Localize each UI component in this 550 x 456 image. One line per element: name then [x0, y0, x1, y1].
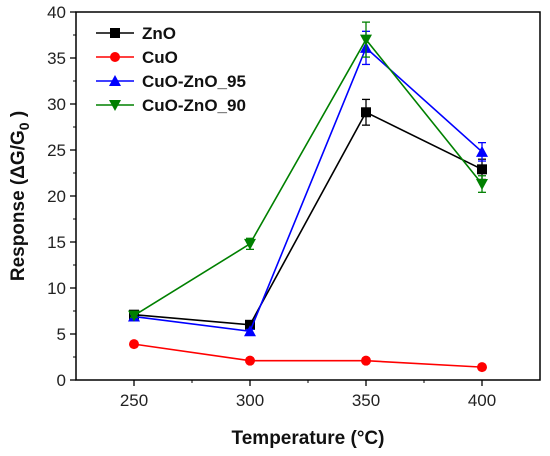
data-point: [476, 179, 488, 191]
data-point: [129, 339, 139, 350]
series-cuo-zno-90: [128, 21, 488, 322]
legend-label: CuO-ZnO_90: [142, 96, 246, 115]
series-line: [133, 111, 483, 326]
legend-marker: [110, 52, 120, 62]
data-point: [361, 355, 371, 366]
data-point: [128, 310, 140, 322]
x-tick-label: 300: [236, 391, 264, 410]
data-point: [477, 164, 487, 175]
y-axis-title-subscript: 0: [16, 122, 32, 130]
y-tick-label: 0: [57, 371, 66, 390]
y-tick-label: 5: [57, 325, 66, 344]
y-tick-label: 15: [47, 233, 66, 252]
plot-frame: [75, 11, 541, 381]
series-cuo: [129, 339, 487, 373]
legend-label: CuO: [142, 48, 178, 67]
data-point: [360, 34, 372, 46]
y-axis-title-main: Response (ΔG/G: [8, 130, 29, 281]
legend: ZnO CuO CuO-ZnO_95 CuO-ZnO_90: [96, 24, 246, 115]
data-point: [361, 107, 371, 118]
x-tick-label: 350: [352, 391, 380, 410]
data-point: [244, 238, 256, 250]
legend-label: ZnO: [142, 24, 176, 43]
x-tick-label: 400: [468, 391, 496, 410]
data-point: [476, 145, 488, 157]
series-line: [133, 46, 483, 333]
data-point: [245, 319, 255, 330]
y-tick-label: 20: [47, 187, 66, 206]
series-line: [133, 343, 483, 368]
x-tick-label: 250: [120, 391, 148, 410]
series-layer: [128, 21, 488, 373]
y-tick-label: 25: [47, 141, 66, 160]
legend-marker: [109, 100, 121, 111]
data-point: [244, 325, 256, 337]
x-axis: 250 300 350 400: [120, 380, 496, 410]
y-axis-title: Response (ΔG/G0 ): [8, 111, 32, 281]
data-point: [245, 355, 255, 366]
legend-label: CuO-ZnO_95: [142, 72, 246, 91]
y-axis: 0 5 10 15 20 25 30 35 40: [47, 3, 76, 390]
x-axis-title: Temperature (°C): [232, 428, 385, 449]
legend-marker: [110, 28, 120, 38]
y-axis-title-end: ): [8, 111, 29, 123]
y-tick-label: 40: [47, 3, 66, 22]
y-tick-label: 35: [47, 49, 66, 68]
y-tick-label: 30: [47, 95, 66, 114]
series-zno: [129, 98, 487, 330]
series-line: [133, 38, 483, 317]
y-tick-label: 10: [47, 279, 66, 298]
legend-marker: [109, 75, 121, 86]
data-point: [477, 362, 487, 373]
